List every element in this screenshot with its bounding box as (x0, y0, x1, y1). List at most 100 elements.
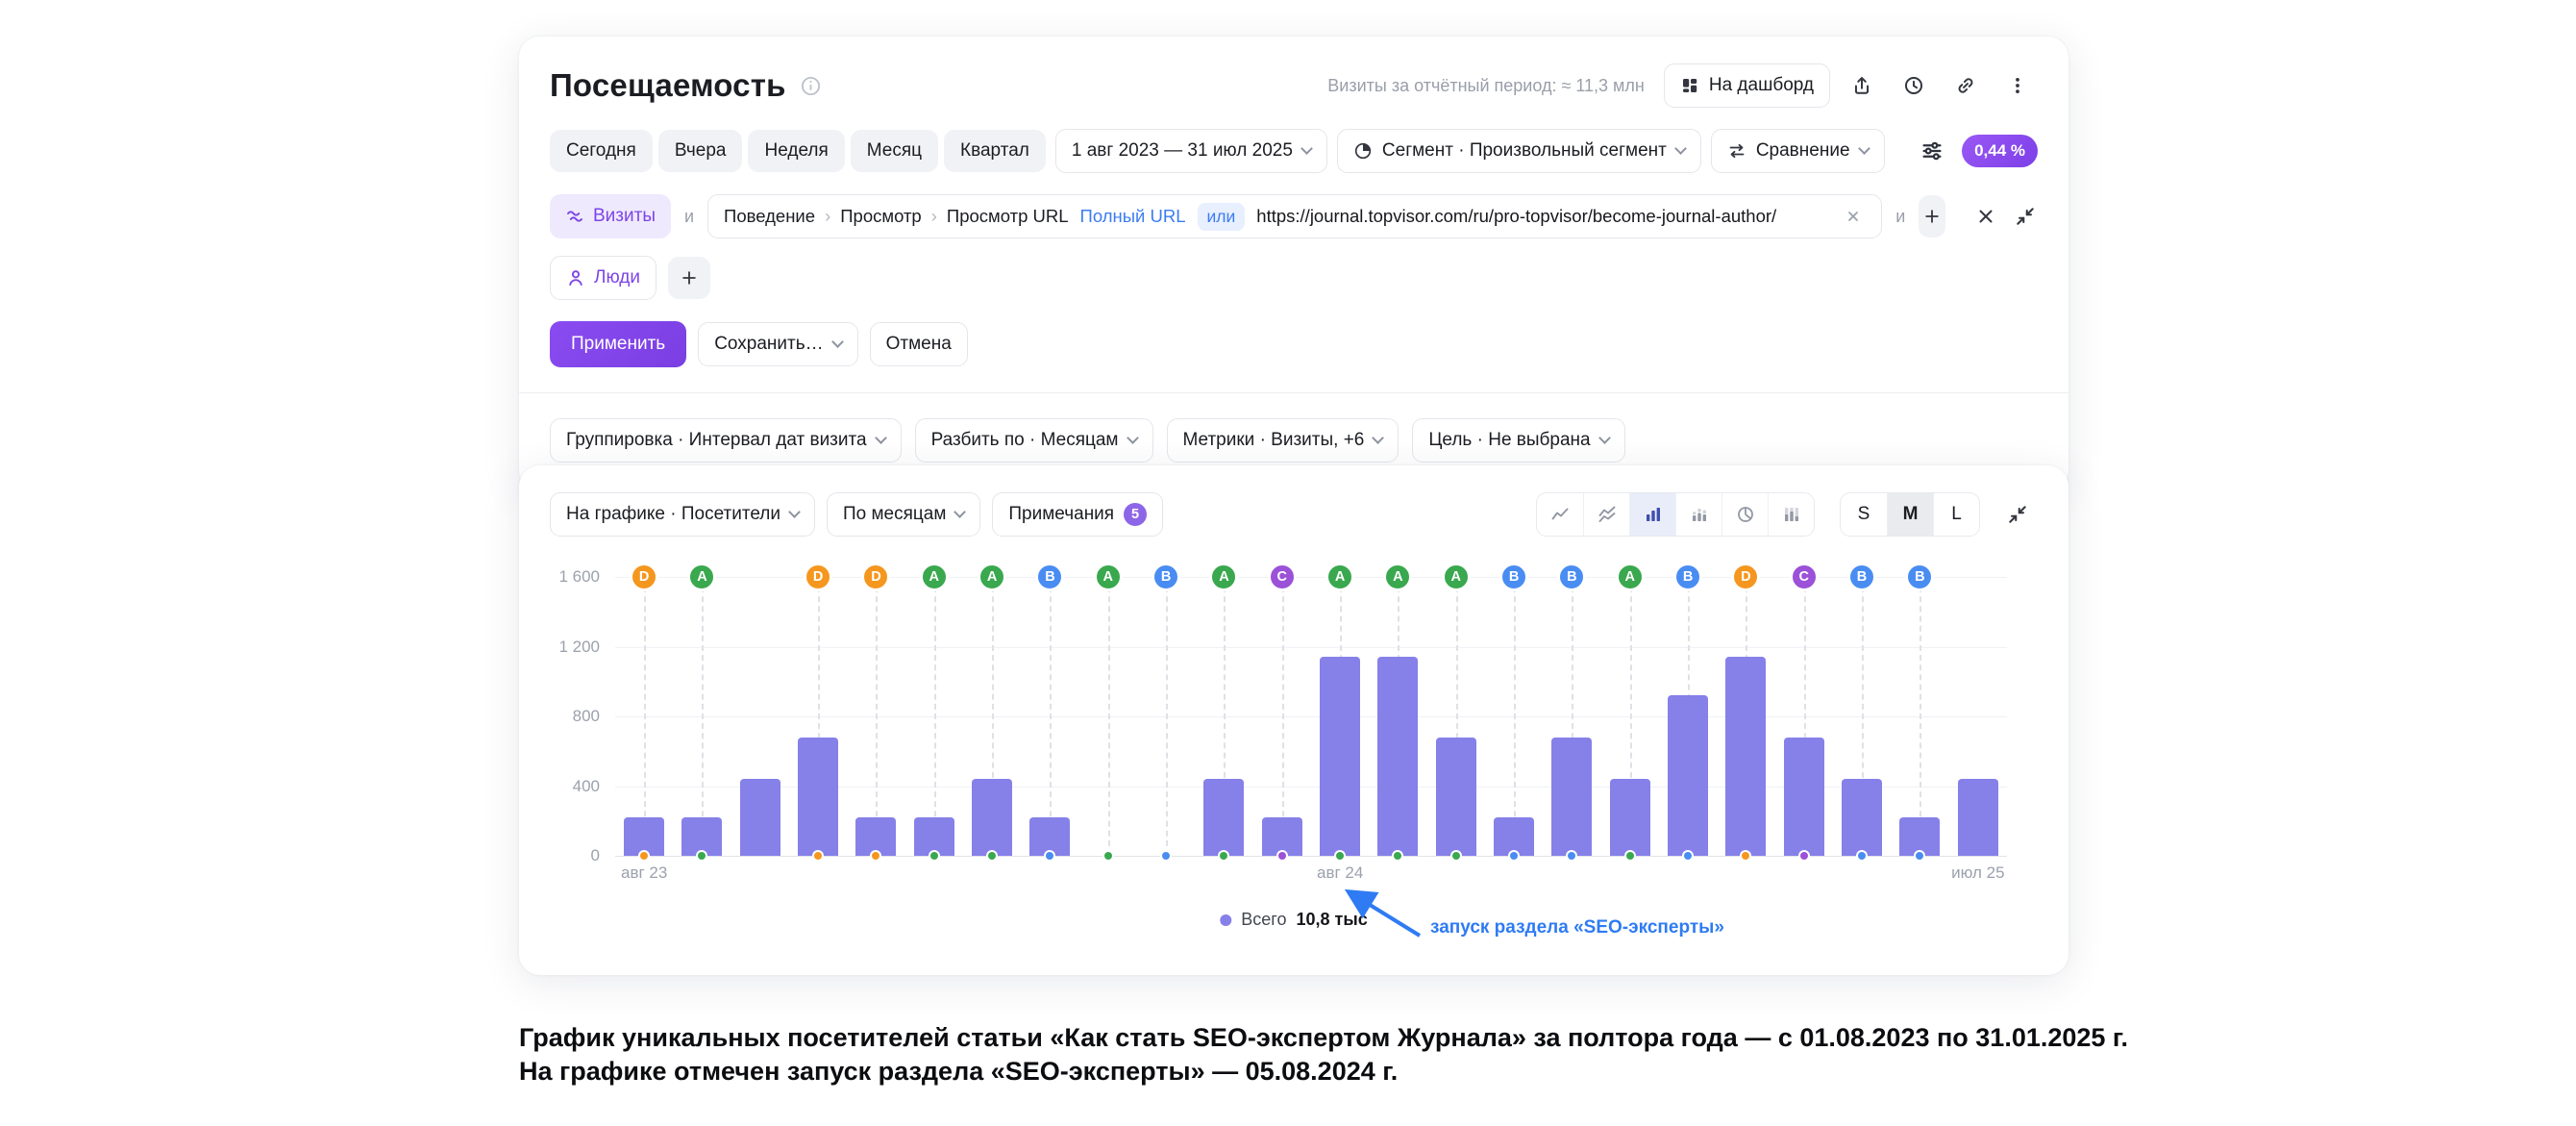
period-tab[interactable]: Сегодня (550, 130, 653, 172)
period-tab[interactable]: Вчера (658, 130, 743, 172)
annotation-marker[interactable]: B (1557, 563, 1586, 591)
chart-metric-select[interactable]: На графике · Посетители (550, 492, 815, 537)
chart-controls: На графике · Посетители По месяцам Приме… (550, 492, 2038, 537)
clock-icon (1903, 75, 1924, 96)
export-button[interactable] (1842, 64, 1882, 107)
url-input[interactable] (1256, 206, 1829, 227)
chevron-down-icon (1300, 142, 1313, 155)
bar[interactable] (1436, 738, 1476, 856)
annotation-marker[interactable]: D (630, 563, 658, 591)
chart-granularity-value: По месяцам (843, 504, 946, 525)
or-operator[interactable]: или (1198, 203, 1246, 231)
line-chart-icon[interactable] (1537, 493, 1583, 536)
stacked-bar-chart-icon[interactable] (1675, 493, 1721, 536)
collapse-chart-button[interactable] (1997, 493, 2038, 536)
close-segment-editor-button[interactable] (1972, 195, 1998, 238)
bar-chart-icon[interactable] (1629, 493, 1675, 536)
histogram-chart-icon[interactable] (1768, 493, 1814, 536)
bar[interactable] (798, 738, 838, 856)
area-chart-icon[interactable] (1583, 493, 1629, 536)
annotation-marker[interactable]: D (861, 563, 890, 591)
plus-icon (1923, 208, 1941, 225)
to-dashboard-button[interactable]: На дашборд (1664, 63, 1830, 108)
report-setting-select[interactable]: Цель · Не выбрана (1412, 418, 1624, 463)
annotation-marker[interactable]: C (1268, 563, 1297, 591)
bar[interactable] (1203, 779, 1244, 856)
visits-chip[interactable]: Визиты (550, 194, 671, 238)
bar[interactable] (1784, 738, 1824, 856)
annotation-marker[interactable]: B (1905, 563, 1934, 591)
bar[interactable] (1842, 779, 1882, 856)
add-people-condition-button[interactable] (668, 257, 710, 299)
annotation-gridline (934, 577, 936, 856)
report-setting-select[interactable]: Группировка · Интервал дат визита (550, 418, 902, 463)
more-menu-button[interactable] (1997, 64, 2038, 107)
segment-select[interactable]: Сегмент · Произвольный сегмент (1337, 129, 1701, 173)
annotation-marker[interactable]: B (1035, 563, 1064, 591)
apply-button[interactable]: Применить (550, 321, 686, 367)
annotation-marker[interactable]: A (978, 563, 1006, 591)
annotation-marker[interactable]: A (920, 563, 949, 591)
people-chip[interactable]: Люди (550, 256, 656, 300)
bar[interactable] (1551, 738, 1592, 856)
chart-granularity-select[interactable]: По месяцам (827, 492, 980, 537)
notes-button[interactable]: Примечания 5 (992, 492, 1163, 537)
add-condition-button[interactable] (1919, 195, 1945, 238)
period-tab[interactable]: Квартал (944, 130, 1046, 172)
chart-size-m[interactable]: M (1887, 493, 1933, 536)
date-range-select[interactable]: 1 авг 2023 — 31 июл 2025 (1055, 129, 1327, 173)
breadcrumb-item[interactable]: Поведение (724, 206, 815, 227)
annotation-dot (1508, 850, 1520, 862)
annotation-marker[interactable]: B (1499, 563, 1528, 591)
annotation-dot (1392, 850, 1403, 862)
clear-url-button[interactable] (1841, 195, 1866, 238)
x-axis-label: авг 24 (1317, 863, 1363, 883)
chart-size-s[interactable]: S (1841, 493, 1887, 536)
period-tab[interactable]: Неделя (748, 130, 844, 172)
annotation-marker[interactable]: D (1731, 563, 1760, 591)
sampling-badge[interactable]: 0,44 % (1962, 135, 2038, 167)
annotation-marker[interactable]: C (1790, 563, 1819, 591)
collapse-segment-editor-button[interactable] (2012, 195, 2038, 238)
report-setting-select[interactable]: Разбить по · Месяцам (915, 418, 1153, 463)
annotation-marker[interactable]: A (1325, 563, 1354, 591)
copy-link-button[interactable] (1945, 64, 1986, 107)
annotation-marker[interactable]: B (1847, 563, 1876, 591)
annotation-marker[interactable]: D (804, 563, 832, 591)
bar[interactable] (1958, 779, 1998, 856)
period-tab[interactable]: Месяц (851, 130, 938, 172)
annotation-marker[interactable]: A (1383, 563, 1412, 591)
cancel-button[interactable]: Отмена (870, 322, 968, 366)
report-setting-select[interactable]: Метрики · Визиты, +6 (1167, 418, 1399, 463)
annotation-gridline (644, 577, 646, 856)
bar[interactable] (740, 779, 780, 856)
annotation-marker[interactable]: A (687, 563, 716, 591)
bar[interactable] (1725, 657, 1766, 856)
annotation-marker[interactable]: B (1673, 563, 1702, 591)
annotation-marker[interactable]: A (1442, 563, 1471, 591)
bar[interactable] (972, 779, 1012, 856)
save-button[interactable]: Сохранить… (698, 322, 857, 366)
chart-slot: A (963, 577, 1021, 856)
breadcrumb-item[interactable]: Просмотр (840, 206, 922, 227)
annotation-marker[interactable]: B (1152, 563, 1180, 591)
chevron-down-icon (954, 506, 967, 518)
pie-chart-icon[interactable] (1721, 493, 1768, 536)
bar[interactable] (1320, 657, 1360, 856)
info-icon[interactable] (798, 64, 825, 107)
chart-slot: A (1195, 577, 1252, 856)
sampling-settings-button[interactable] (1912, 130, 1952, 172)
history-button[interactable] (1894, 64, 1934, 107)
annotation-dot (929, 850, 940, 862)
annotation-gridline (1050, 577, 1052, 856)
bar[interactable] (1610, 779, 1650, 856)
url-match-type-select[interactable]: Полный URL (1080, 206, 1186, 227)
annotation-marker[interactable]: A (1209, 563, 1238, 591)
breadcrumb-item[interactable]: Просмотр URL (947, 206, 1069, 227)
annotation-marker[interactable]: A (1094, 563, 1123, 591)
chart-size-l[interactable]: L (1933, 493, 1979, 536)
annotation-marker[interactable]: A (1616, 563, 1645, 591)
bar[interactable] (1377, 657, 1418, 856)
comparison-select[interactable]: Сравнение (1711, 129, 1885, 173)
bar[interactable] (1668, 695, 1708, 856)
